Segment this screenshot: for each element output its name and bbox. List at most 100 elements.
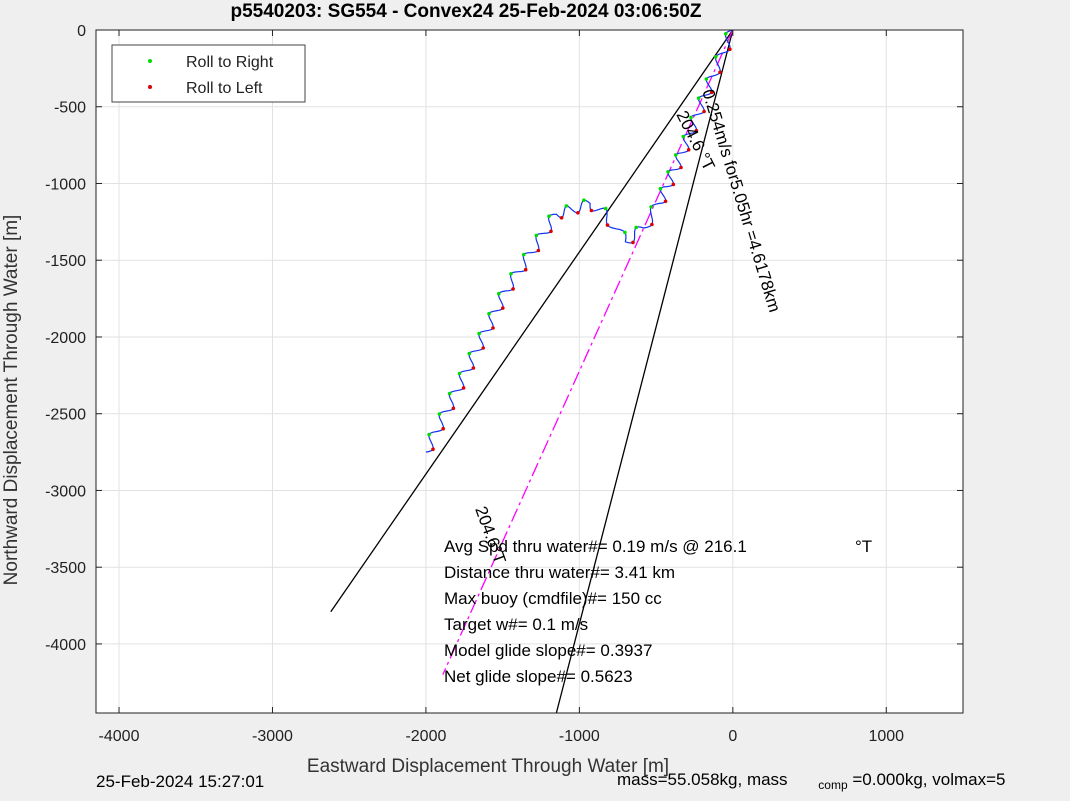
legend: Roll to Right Roll to Left [111,44,306,103]
roll-left-point [523,267,528,272]
annotation-line: Model glide slope#= 0.3937 [444,641,652,660]
y-tick-label: -500 [54,100,86,117]
y-tick-label: -2000 [45,330,86,347]
roll-left-point [491,326,495,330]
dive-track [425,29,733,453]
roll-left-point [431,447,435,452]
x-tick-label: -1000 [559,728,600,745]
roll-left-point [536,248,541,253]
annotations: Avg Spd thru water#= 0.19 m/s @ 216.1 °T D… [444,537,872,686]
roll-left-point [471,366,476,370]
roll-left-point [481,346,486,350]
x-tick-label: -4000 [99,728,140,745]
roll-right-point [689,115,693,120]
roll-right-point [696,96,701,100]
roll-right-point [521,252,526,257]
legend-marker-left [148,85,152,89]
roll-right-point [666,170,670,174]
annotation-line: Avg Spd thru water#= 0.19 m/s @ 216.1 [444,537,747,556]
roll-right-point [497,291,501,296]
annotation-line: Target w#= 0.1 m/s [444,615,588,634]
roll-right-point [673,153,678,157]
annotation-line: Distance thru water#= 3.41 km [444,563,675,582]
y-tick-label: -1500 [45,253,86,270]
mass-subscript: comp [818,778,848,793]
roll-right-point [427,432,431,437]
legend-label-right: Roll to Right [186,54,274,71]
roll-left-point [694,128,699,133]
annotation-suffix: °T [855,537,872,556]
roll-right-point [447,391,452,396]
reference-lines [330,29,734,714]
roll-right-point [681,134,686,139]
x-tick-label: -3000 [252,728,293,745]
y-tick-label: -1000 [45,176,86,193]
x-tick-label: 0 [728,728,737,745]
roll-right-point [477,331,481,336]
annotation-line: Max buoy (cmdfile)#= 150 cc [444,589,662,608]
footer-timestamp: 25-Feb-2024 15:27:01 [96,772,265,791]
roll-right-point [547,214,551,218]
x-tick-label: 1000 [868,728,904,745]
y-tick-label: -4000 [45,637,86,654]
roll-right-point [467,351,472,356]
roll-right-point [714,55,718,59]
roll-right-point [457,371,462,376]
plot-area [96,30,963,713]
roll-right-point [658,186,663,191]
roll-left-point [686,148,691,152]
roll-left-point [576,211,580,215]
roll-right-point [603,206,608,211]
y-tick-label: 0 [77,23,86,40]
roll-right-point [582,198,586,202]
mass-tail: =0.000kg, volmax=5 [847,770,1006,789]
roll-left-point [650,222,654,227]
roll-left-point [702,109,706,114]
roll-left-point [549,229,553,234]
y-axis-label: Northward Displacement Through Water [m] [1,215,22,586]
heading-line-1 [330,29,734,613]
roll-right-point [723,32,728,36]
mass-text: mass=55.058kg, mass [617,770,788,789]
y-tick-label: -2500 [45,407,86,424]
roll-right-point [634,225,638,230]
roll-left-point [559,216,564,220]
roll-points [427,32,732,452]
track-path [425,29,733,453]
roll-left-point [663,199,668,204]
annotation-line: Net glide slope#= 0.5623 [444,667,633,686]
roll-left-point [679,165,683,170]
roll-left-point [718,70,722,75]
roll-right-point [649,205,653,209]
roll-right-point [509,272,513,276]
roll-right-point [487,311,491,316]
roll-left-point [501,306,505,310]
y-tick-label: -3000 [45,483,86,500]
roll-right-point [564,204,569,208]
grid [96,29,963,713]
target-line [442,29,734,675]
roll-left-point [589,208,594,213]
roll-right-point [534,233,539,238]
roll-right-point [704,77,709,81]
roll-left-point [441,426,446,431]
roll-left-point [710,90,714,95]
roll-left-point [631,240,635,245]
roll-left-point [728,47,732,52]
legend-marker-right [148,59,152,63]
chart-title: p5540203: SG554 - Convex24 25-Feb-2024 0… [230,1,701,22]
x-tick-label: -2000 [405,728,446,745]
roll-right-point [623,230,627,235]
legend-label-left: Roll to Left [186,80,263,97]
roll-left-point [461,386,466,390]
y-tick-label: -3500 [45,560,86,577]
legend-box [111,44,306,103]
heading-line-2 [555,29,734,714]
roll-right-point [437,412,442,416]
roll-left-point [671,182,676,187]
x-axis-label: Eastward Displacement Through Water [m] [307,756,669,777]
roll-left-point [511,287,515,291]
axis-ticks: -4000 -3000 -2000 -1000 0 1000 0 -500 -1000 -1500… [45,23,963,745]
footer-mass: mass=55.058kg, mass comp =0.000kg, volma… [617,770,1005,792]
